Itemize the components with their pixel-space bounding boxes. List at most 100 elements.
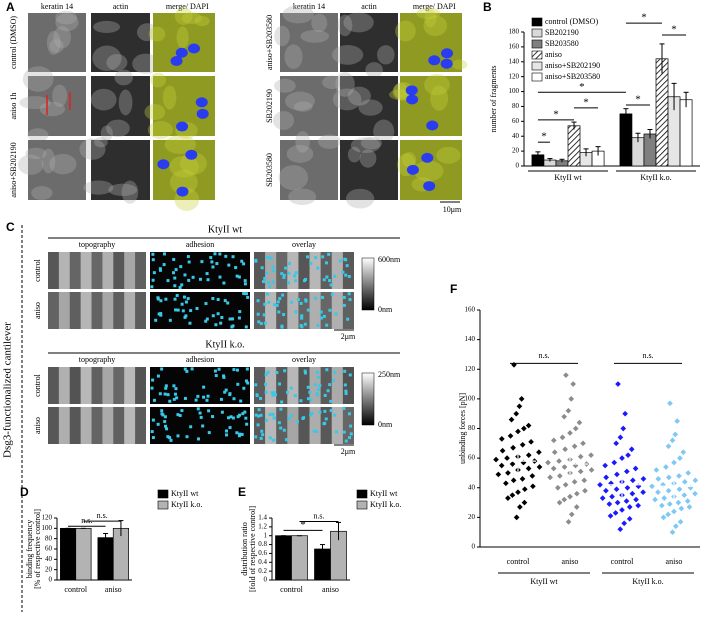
nucleus	[195, 97, 208, 108]
data-point	[576, 419, 583, 426]
adhesion-event	[244, 325, 248, 329]
afm-texture	[102, 407, 114, 444]
adhesion-event	[235, 368, 239, 372]
afm-texture	[309, 292, 321, 329]
cell-texture	[83, 180, 114, 195]
cell-texture	[332, 88, 362, 111]
data-point	[674, 418, 680, 424]
micrograph	[28, 13, 86, 72]
cell-texture	[300, 29, 330, 43]
adhesion-event	[236, 415, 240, 419]
adhesion-event	[165, 427, 169, 431]
nucleus	[440, 58, 453, 69]
afm-texture	[69, 252, 81, 289]
adhesion-event	[187, 278, 191, 282]
adhesion-event	[289, 414, 293, 418]
data-point	[677, 518, 684, 525]
data-point	[603, 487, 609, 494]
afm-texture	[254, 292, 266, 329]
cell-texture	[194, 16, 210, 27]
data-point	[632, 465, 639, 472]
y-tick-label: 20	[512, 147, 520, 155]
adhesion-event	[211, 415, 215, 419]
adhesion-event	[266, 281, 270, 285]
cell-texture	[373, 119, 395, 144]
data-point	[568, 511, 575, 518]
nucleus	[421, 152, 434, 163]
adhesion-event	[176, 434, 180, 438]
afm-texture	[287, 252, 299, 289]
data-point	[570, 381, 576, 387]
adhesion-event	[168, 436, 172, 440]
adhesion-event	[300, 316, 304, 320]
cell-texture	[108, 183, 138, 197]
adhesion-event	[159, 312, 163, 316]
adhesion-event	[316, 323, 320, 327]
adhesion-event	[187, 260, 191, 264]
adhesion-event	[294, 310, 298, 314]
y-tick-label: 60	[45, 545, 53, 553]
cell-texture	[25, 147, 47, 160]
significance-label: n.s.	[642, 351, 653, 360]
cell-texture	[285, 91, 315, 111]
afm-texture	[102, 252, 114, 289]
adhesion-event	[287, 417, 291, 421]
adhesion-event	[264, 390, 268, 394]
data-point	[567, 493, 573, 500]
afm-texture	[113, 407, 125, 444]
data-point	[563, 372, 569, 379]
data-point	[673, 523, 679, 530]
adhesion-event	[246, 381, 250, 385]
cell-texture	[322, 75, 343, 90]
row-label: aniso	[33, 417, 42, 434]
adhesion-event	[266, 292, 270, 296]
bar	[679, 99, 693, 167]
cell-texture	[311, 13, 328, 33]
adhesion-event	[280, 272, 284, 276]
adhesion-event	[229, 415, 233, 419]
cell-texture	[335, 72, 355, 97]
adhesion-event	[205, 317, 209, 321]
adhesion-event	[257, 320, 261, 324]
adhesion-event	[200, 260, 204, 264]
color-bar-min: 0nm	[378, 420, 393, 429]
adhesion-event	[272, 391, 276, 395]
adhesion-event	[216, 298, 220, 302]
adhesion-event	[231, 416, 235, 420]
data-point	[669, 437, 676, 444]
adhesion-event	[286, 281, 290, 285]
x-tick-label: control	[64, 585, 87, 594]
adhesion-event	[319, 316, 323, 320]
adhesion-event	[234, 266, 238, 270]
adhesion-event	[178, 413, 182, 417]
adhesion-event	[254, 413, 258, 417]
adhesion-event	[239, 399, 243, 403]
adhesion-event	[348, 298, 352, 302]
data-point	[550, 437, 557, 444]
cell-texture	[46, 30, 61, 55]
data-point	[621, 520, 627, 527]
afm-texture	[287, 407, 299, 444]
legend-label: SB202190	[545, 28, 579, 37]
data-point	[509, 492, 516, 498]
cell-texture	[278, 165, 309, 191]
adhesion-event	[344, 389, 348, 393]
adhesion-event	[294, 279, 298, 283]
adhesion-event	[159, 313, 163, 317]
adhesion-event	[289, 386, 293, 390]
adhesion-event	[191, 275, 195, 279]
adhesion-event	[237, 316, 241, 320]
adhesion-event	[331, 378, 335, 382]
adhesion-event	[262, 280, 266, 284]
afm-texture	[320, 407, 332, 444]
data-point	[525, 422, 532, 429]
adhesion-event	[238, 432, 242, 436]
adhesion-event	[327, 252, 331, 256]
data-point	[571, 478, 578, 485]
adhesion-event	[172, 384, 176, 388]
afm-texture	[276, 252, 288, 289]
cell-texture	[150, 72, 167, 88]
data-point	[681, 492, 688, 498]
afm-texture	[58, 252, 70, 289]
cell-texture	[136, 23, 158, 42]
